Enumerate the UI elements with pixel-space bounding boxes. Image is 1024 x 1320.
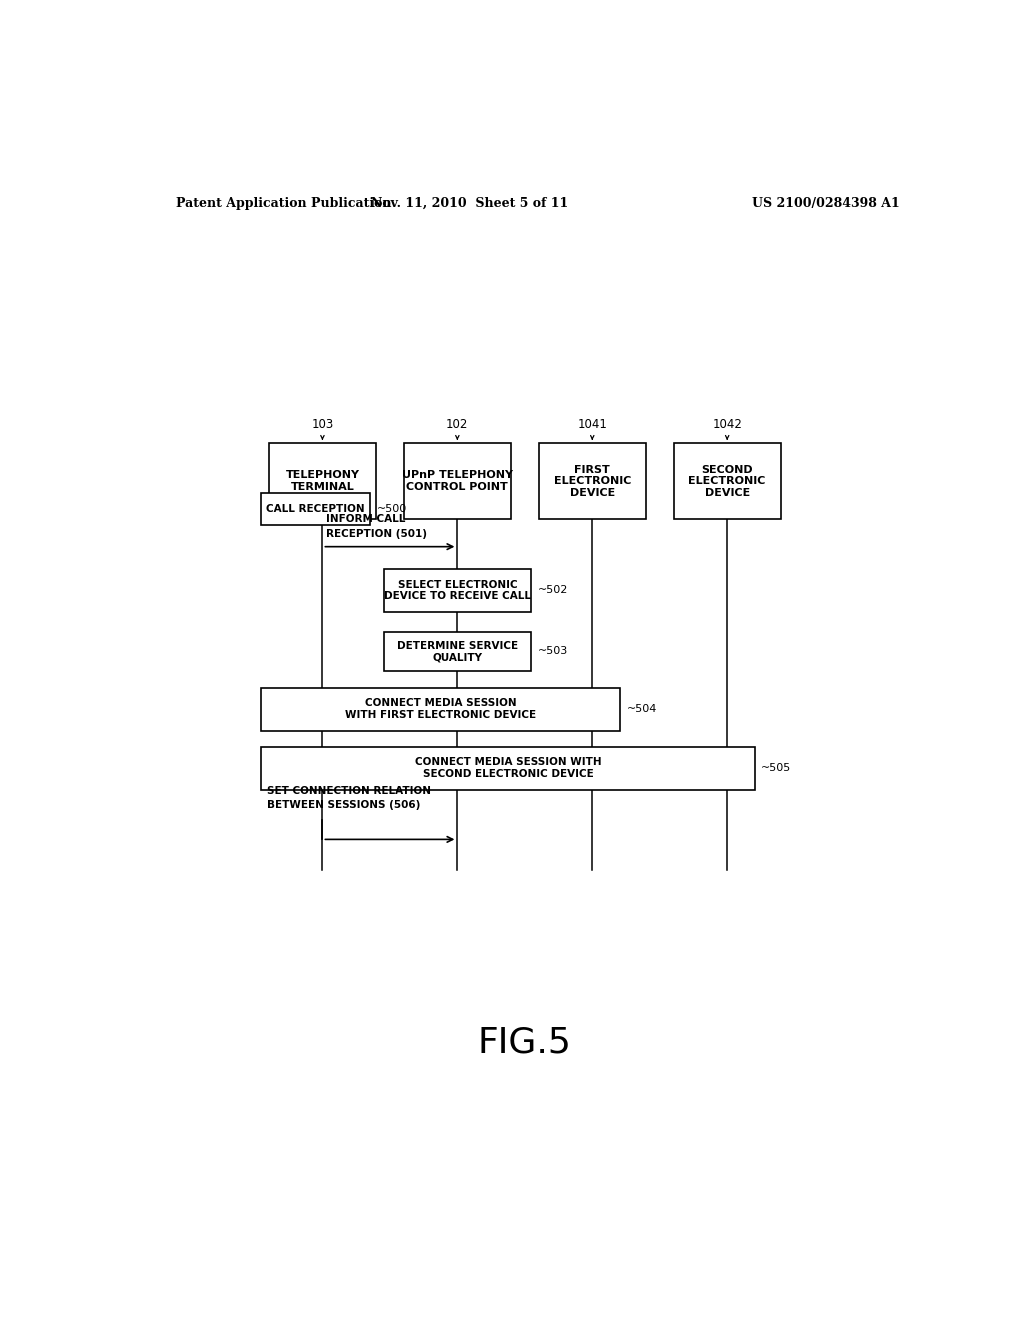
Text: ~505: ~505 bbox=[761, 763, 792, 774]
Text: Patent Application Publication: Patent Application Publication bbox=[176, 197, 391, 210]
Text: FIG.5: FIG.5 bbox=[478, 1026, 571, 1060]
Text: ~503: ~503 bbox=[538, 647, 567, 656]
Text: DETERMINE SERVICE
QUALITY: DETERMINE SERVICE QUALITY bbox=[396, 640, 518, 663]
Text: ~500: ~500 bbox=[377, 504, 407, 513]
Text: SELECT ELECTRONIC
DEVICE TO RECEIVE CALL: SELECT ELECTRONIC DEVICE TO RECEIVE CALL bbox=[384, 579, 530, 601]
Text: CONNECT MEDIA SESSION WITH
SECOND ELECTRONIC DEVICE: CONNECT MEDIA SESSION WITH SECOND ELECTR… bbox=[415, 758, 601, 779]
Text: FIRST
ELECTRONIC
DEVICE: FIRST ELECTRONIC DEVICE bbox=[554, 465, 631, 498]
Bar bbox=[384, 632, 531, 671]
Bar bbox=[403, 444, 511, 519]
Text: UPnP TELEPHONY
CONTROL POINT: UPnP TELEPHONY CONTROL POINT bbox=[401, 470, 513, 492]
Text: 102: 102 bbox=[446, 418, 469, 430]
Text: ~504: ~504 bbox=[627, 705, 656, 714]
Bar bbox=[384, 569, 531, 611]
Text: SET CONNECTION RELATION: SET CONNECTION RELATION bbox=[267, 785, 431, 796]
Bar bbox=[674, 444, 780, 519]
Text: CONNECT MEDIA SESSION
WITH FIRST ELECTRONIC DEVICE: CONNECT MEDIA SESSION WITH FIRST ELECTRO… bbox=[345, 698, 537, 721]
Text: Nov. 11, 2010  Sheet 5 of 11: Nov. 11, 2010 Sheet 5 of 11 bbox=[371, 197, 568, 210]
Bar bbox=[539, 444, 646, 519]
Bar bbox=[269, 444, 376, 519]
Text: RECEPTION (501): RECEPTION (501) bbox=[327, 528, 427, 539]
Text: CALL RECEPTION: CALL RECEPTION bbox=[266, 504, 365, 513]
Text: TELEPHONY
TERMINAL: TELEPHONY TERMINAL bbox=[286, 470, 359, 492]
Text: ~502: ~502 bbox=[538, 585, 568, 595]
Text: 1042: 1042 bbox=[713, 418, 742, 430]
Bar bbox=[261, 747, 755, 789]
Text: US 2100/0284398 A1: US 2100/0284398 A1 bbox=[753, 197, 900, 210]
Text: INFORM CALL: INFORM CALL bbox=[327, 515, 406, 524]
Bar bbox=[261, 492, 370, 525]
Text: SECOND
ELECTRONIC
DEVICE: SECOND ELECTRONIC DEVICE bbox=[688, 465, 766, 498]
Text: 1041: 1041 bbox=[578, 418, 607, 430]
Text: 103: 103 bbox=[311, 418, 334, 430]
Text: BETWEEN SESSIONS (506): BETWEEN SESSIONS (506) bbox=[267, 800, 420, 810]
Bar bbox=[261, 688, 620, 731]
